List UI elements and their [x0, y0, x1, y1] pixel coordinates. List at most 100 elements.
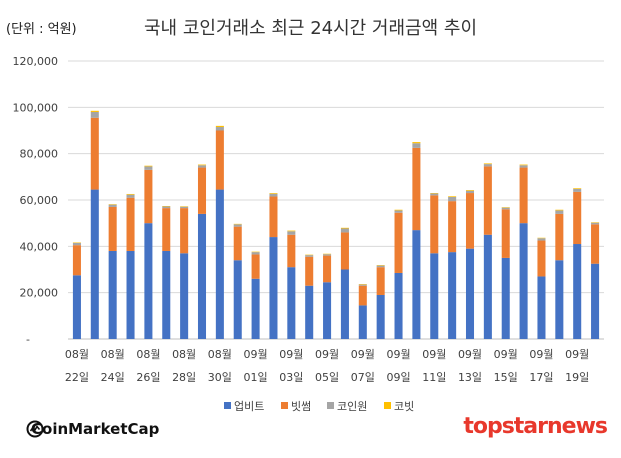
- bar-코인원: [412, 143, 421, 148]
- bar-코인원: [108, 204, 117, 207]
- bar-업비트: [430, 253, 439, 339]
- bar-코빗: [394, 209, 403, 211]
- bar-업비트: [90, 189, 99, 339]
- x-tick-day: 01일: [244, 370, 268, 384]
- x-tick-day: 28일: [172, 370, 196, 384]
- bar-빗썸: [215, 130, 224, 190]
- bar-코빗: [483, 163, 492, 165]
- bar-업비트: [376, 294, 385, 339]
- y-tick-label: 120,000: [13, 55, 59, 68]
- bar-빗썸: [126, 197, 135, 251]
- x-tick-day: 26일: [136, 370, 160, 384]
- bar-코인원: [483, 164, 492, 167]
- legend-label: 코빗: [394, 400, 414, 413]
- x-tick-day: 09일: [386, 370, 410, 384]
- bar-코인원: [394, 210, 403, 213]
- bar-빗썸: [108, 206, 117, 251]
- x-tick-day: 15일: [494, 370, 518, 384]
- bar-빗썸: [358, 285, 367, 306]
- bar-코인원: [555, 210, 564, 214]
- bar-빗썸: [483, 166, 492, 235]
- bar-빗썸: [448, 201, 457, 253]
- bar-빗썸: [90, 117, 99, 190]
- bar-업비트: [197, 213, 207, 339]
- bar-업비트: [305, 285, 314, 339]
- unit-label: (단위 : 억원): [6, 22, 77, 37]
- bar-빗썸: [287, 234, 296, 268]
- bar-업비트: [465, 248, 475, 339]
- bar-업비트: [269, 237, 278, 339]
- x-tick-day: 17일: [529, 370, 553, 384]
- x-tick-month: 09월: [565, 348, 589, 361]
- bar-빗썸: [340, 232, 349, 270]
- bar-코인원: [430, 193, 439, 196]
- x-tick-day: 24일: [101, 370, 125, 384]
- bar-코인원: [305, 255, 314, 257]
- y-tick-label: 80,000: [20, 148, 59, 161]
- bar-빗썸: [162, 208, 171, 251]
- bar-코인원: [465, 190, 475, 194]
- legend-label: 빗썸: [291, 400, 311, 413]
- x-tick-month: 08월: [208, 348, 232, 361]
- bar-빗썸: [430, 195, 439, 254]
- bar-업비트: [394, 272, 403, 339]
- x-tick-month: 09월: [244, 348, 268, 361]
- x-tick-day: 07일: [351, 370, 375, 384]
- x-tick-day: 05일: [315, 370, 339, 384]
- bar-업비트: [537, 276, 546, 339]
- bar-코빗: [144, 165, 153, 167]
- bar-코인원: [573, 188, 582, 192]
- bar-코인원: [233, 224, 242, 227]
- bar-코인원: [215, 127, 224, 131]
- bar-코인원: [162, 206, 171, 209]
- bar-코인원: [448, 196, 457, 202]
- legend-swatch: [327, 402, 334, 409]
- x-tick-day: 03일: [279, 370, 303, 384]
- bar-코인원: [358, 284, 367, 286]
- bar-빗썸: [519, 167, 528, 224]
- bar-코인원: [376, 265, 385, 268]
- bar-코인원: [251, 252, 260, 255]
- bar-업비트: [72, 275, 81, 339]
- bar-코인원: [269, 193, 278, 197]
- bar-업비트: [573, 244, 582, 339]
- bar-코인원: [340, 228, 349, 233]
- bar-빗썸: [251, 254, 260, 279]
- coinmarketcap-logo: CoinMarketCap: [26, 420, 159, 438]
- bar-코인원: [144, 166, 153, 170]
- bar-series: [72, 110, 600, 339]
- bar-업비트: [555, 260, 564, 339]
- bar-코인원: [537, 238, 546, 241]
- bar-빗썸: [465, 193, 475, 249]
- bar-빗썸: [376, 267, 385, 295]
- x-tick-month: 08월: [65, 348, 89, 361]
- bar-업비트: [233, 260, 242, 339]
- x-tick-month: 08월: [101, 348, 125, 361]
- x-tick-day: 30일: [208, 370, 232, 384]
- bar-코빗: [465, 190, 475, 191]
- bar-코빗: [340, 227, 349, 229]
- bar-코빗: [448, 196, 457, 197]
- bar-업비트: [251, 278, 260, 339]
- bar-빗썸: [394, 212, 403, 273]
- y-tick-label: 100,000: [13, 101, 59, 114]
- bar-빗썸: [555, 213, 564, 261]
- bar-빗썸: [573, 191, 582, 245]
- bar-빗썸: [269, 196, 278, 238]
- grid-lines: [68, 60, 604, 340]
- coinmarketcap-text: CoinMarketCap: [31, 420, 160, 438]
- bar-빗썸: [233, 226, 242, 261]
- chart-title: 국내 코인거래소 최근 24시간 거래금액 추이: [143, 18, 478, 39]
- bar-코인원: [501, 207, 510, 210]
- bar-빗썸: [305, 256, 314, 286]
- bar-빗썸: [180, 208, 189, 254]
- bar-빗썸: [323, 255, 332, 283]
- bar-코인원: [180, 206, 189, 209]
- legend-swatch: [224, 402, 231, 409]
- legend-swatch: [281, 402, 288, 409]
- bar-업비트: [501, 257, 510, 339]
- x-tick-month: 08월: [172, 348, 196, 361]
- coinmarketcap-icon: [26, 420, 44, 438]
- bar-빗썸: [412, 147, 421, 231]
